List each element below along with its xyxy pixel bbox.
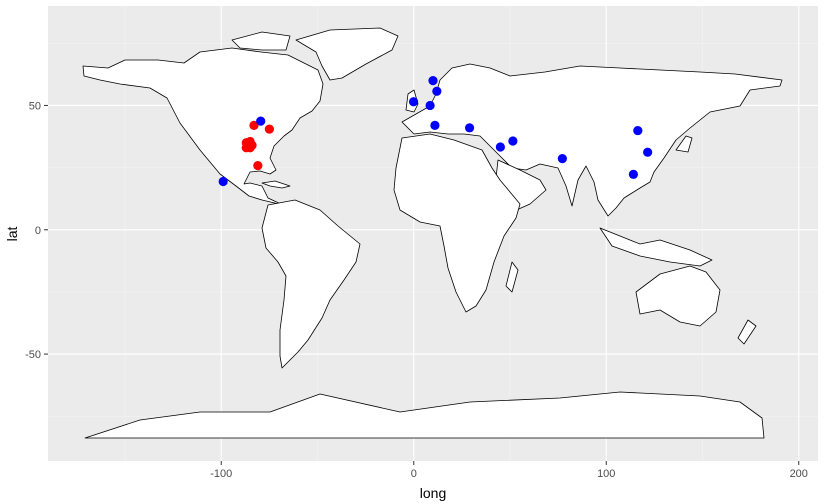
data-point [428, 75, 438, 86]
africa-landmass [393, 133, 521, 313]
world-land-outlines [82, 27, 783, 439]
europe-asia-landmass [401, 63, 783, 217]
data-point [464, 123, 475, 133]
y-axis-ticks: -50 0 50 [25, 100, 48, 361]
x-tick-label: 200 [790, 468, 808, 480]
data-point [264, 124, 274, 134]
x-tick-label: 0 [411, 468, 417, 480]
cuba [261, 180, 291, 189]
data-point [249, 120, 259, 130]
y-axis-title: lat [4, 227, 20, 242]
new-zealand [737, 319, 757, 345]
southeast-asia-islands [599, 227, 713, 267]
x-axis-ticks: -100 0 100 200 [210, 461, 808, 480]
data-point [508, 136, 518, 146]
data-point [408, 97, 419, 107]
x-tick-label: 100 [597, 468, 615, 480]
data-points [218, 75, 653, 187]
data-point [633, 125, 643, 136]
madagascar [505, 261, 519, 293]
australia-landmass [635, 265, 721, 327]
data-point [245, 143, 255, 153]
north-america-landmass [82, 47, 324, 206]
x-axis-title: long [420, 485, 446, 501]
south-america-landmass [261, 199, 361, 369]
greenland [295, 27, 399, 81]
data-point [218, 176, 228, 187]
data-point [253, 161, 263, 171]
y-tick-label: 50 [29, 100, 41, 112]
data-point [628, 169, 638, 179]
data-point [557, 154, 567, 164]
data-point [643, 147, 653, 157]
japan [675, 135, 693, 153]
data-point [495, 142, 505, 152]
y-tick-label: 0 [35, 225, 41, 237]
data-point [432, 86, 442, 96]
data-point [430, 120, 440, 130]
data-point [425, 100, 435, 111]
y-tick-label: -50 [25, 349, 41, 361]
x-tick-label: -100 [210, 468, 232, 480]
canadian-arctic-islands [231, 31, 291, 51]
antarctica-landmass [84, 391, 765, 439]
data-point [256, 116, 266, 126]
